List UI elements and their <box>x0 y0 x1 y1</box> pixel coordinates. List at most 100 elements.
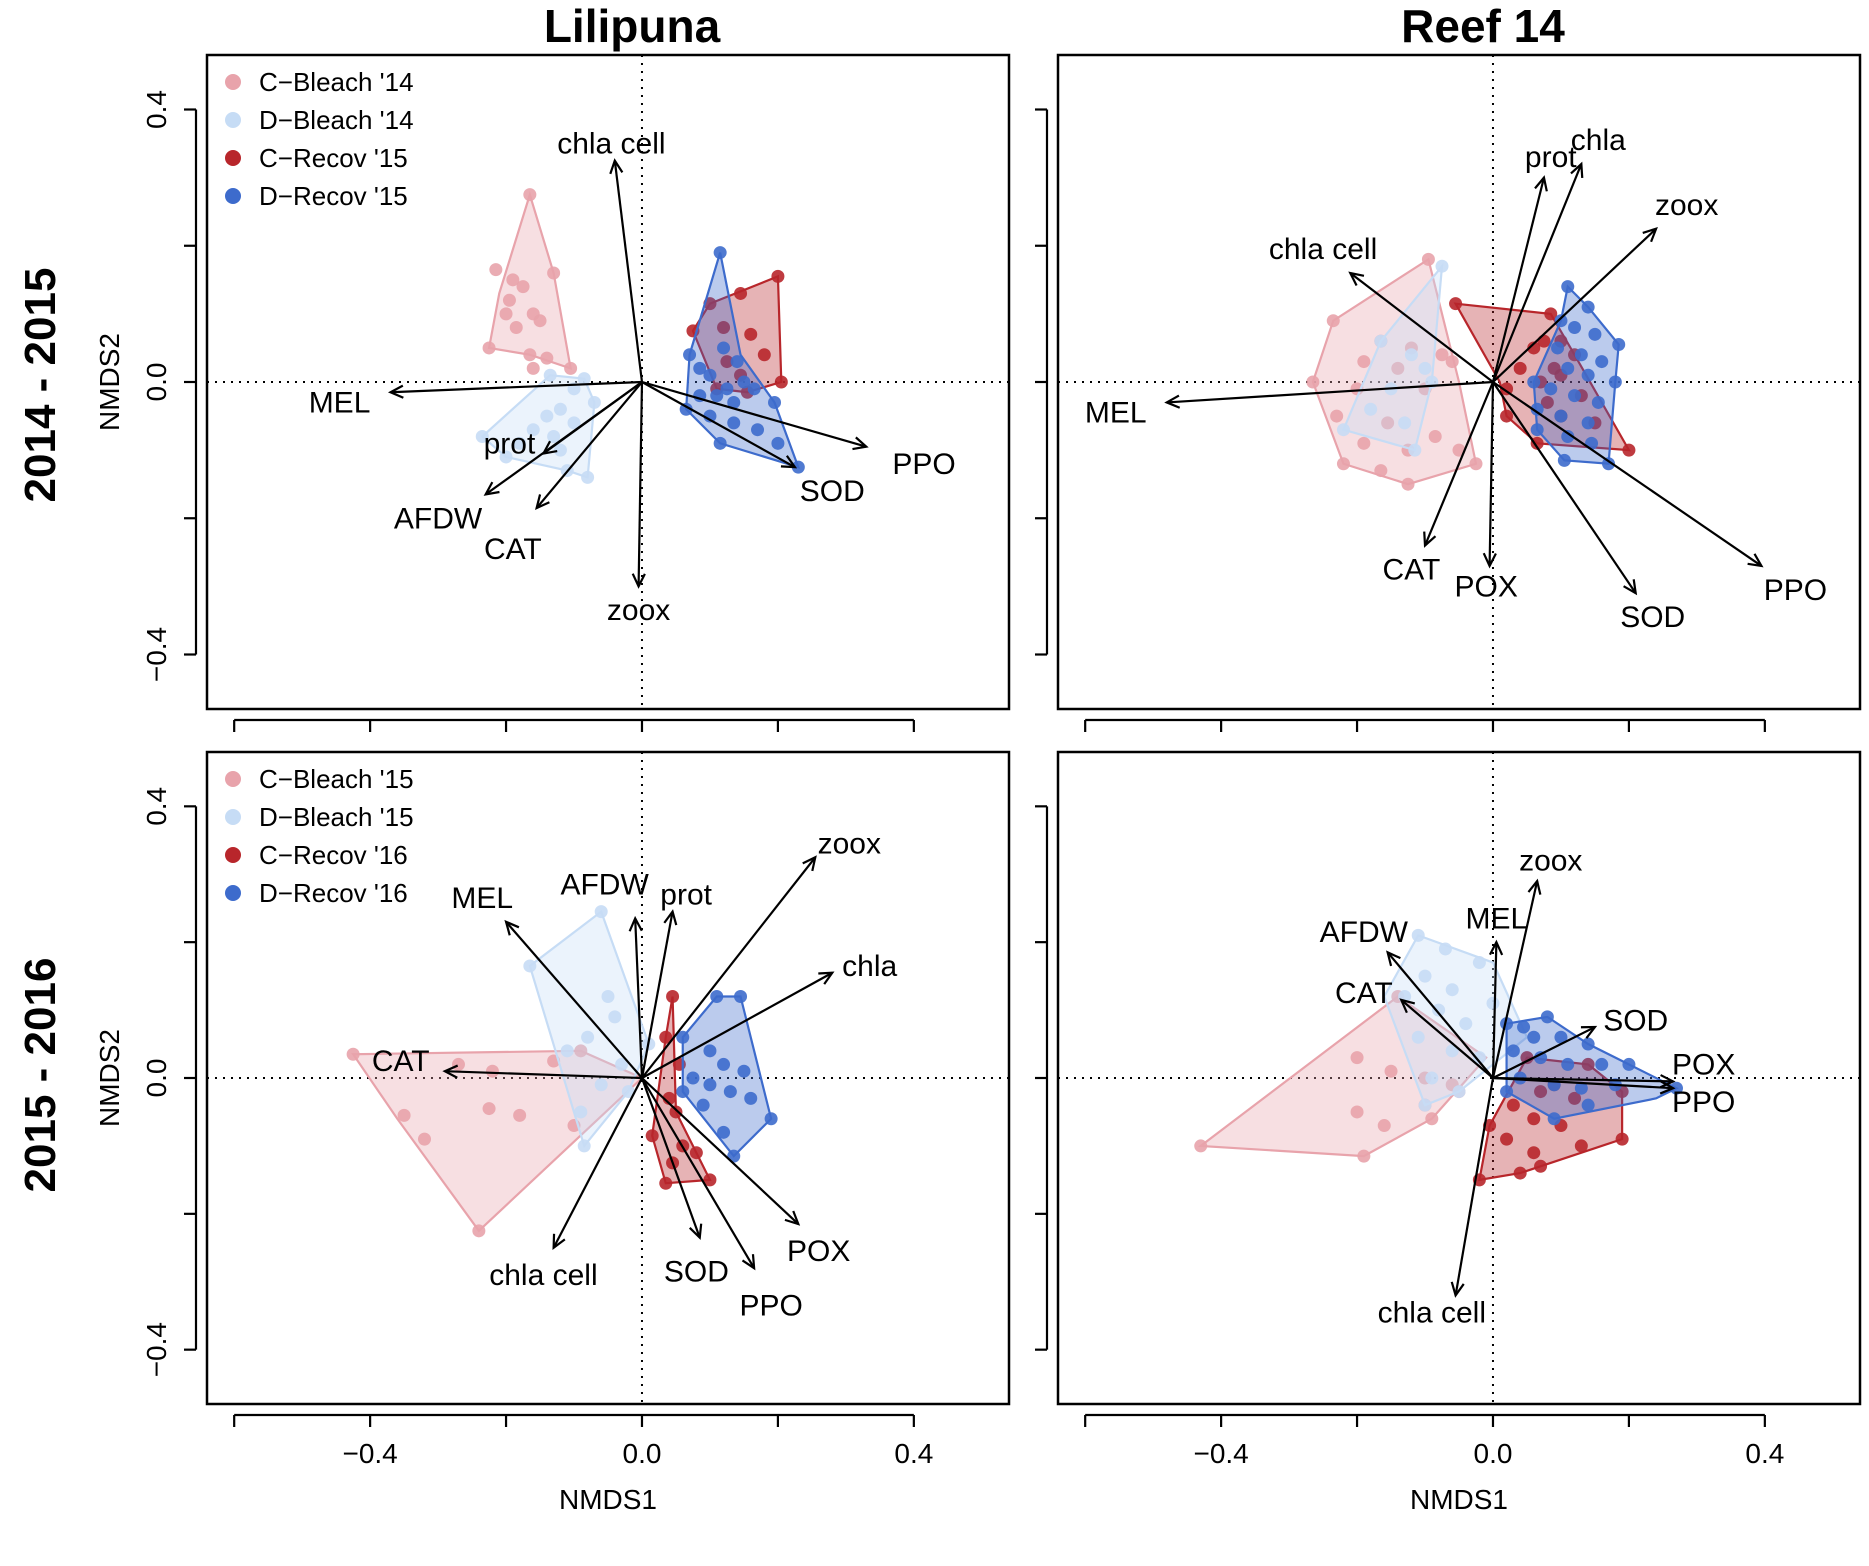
data-point <box>608 1010 622 1024</box>
y-tick-label: 0.4 <box>141 787 172 826</box>
y-tick-label: −0.4 <box>141 1322 172 1377</box>
data-point <box>1486 996 1500 1010</box>
vector-arrowhead <box>483 481 500 496</box>
vector-label: chla cell <box>489 1259 597 1292</box>
data-point <box>553 402 567 416</box>
data-point <box>1551 341 1565 355</box>
vector-arrowhead <box>504 919 520 936</box>
x-tick-label: 0.0 <box>623 1438 662 1469</box>
vector-label: MEL <box>1466 902 1528 935</box>
data-point <box>1472 956 1486 970</box>
data-point <box>1574 348 1588 362</box>
data-point <box>1669 1081 1683 1095</box>
data-point <box>1595 1057 1609 1071</box>
data-point <box>1425 1112 1439 1126</box>
data-point <box>1513 361 1527 375</box>
vector-label: MEL <box>451 882 513 915</box>
data-point <box>540 409 554 423</box>
vector-line <box>1424 381 1494 546</box>
data-point <box>757 348 771 362</box>
data-point <box>346 1047 360 1061</box>
vector-label: PPO <box>1672 1086 1735 1119</box>
data-point <box>1452 1085 1466 1099</box>
data-point <box>1435 348 1449 362</box>
data-point <box>1350 1051 1364 1065</box>
legend-marker <box>225 74 241 90</box>
data-point <box>1602 457 1616 471</box>
data-point <box>1520 1051 1534 1065</box>
vector-line <box>1488 381 1495 566</box>
data-point <box>1568 321 1582 334</box>
data-point <box>1445 983 1459 997</box>
data-point <box>1418 1098 1432 1112</box>
legend-marker <box>225 847 241 863</box>
data-point <box>713 246 727 260</box>
data-point <box>1544 382 1558 396</box>
hull-0 <box>487 190 573 371</box>
row-title-2014-2015: 2014 - 2015 <box>16 268 65 503</box>
vector-arrowhead <box>442 1064 459 1079</box>
data-point <box>1330 409 1344 423</box>
vector-line <box>641 1077 800 1225</box>
data-point <box>727 416 741 430</box>
data-point <box>720 355 734 369</box>
data-point <box>1568 389 1582 403</box>
plot-area <box>207 752 1009 1404</box>
vector-label: prot <box>660 879 712 912</box>
data-point <box>1540 395 1554 409</box>
plot-area <box>1058 752 1860 1404</box>
data-point <box>1472 1051 1486 1065</box>
data-point <box>1194 1139 1208 1153</box>
data-point <box>1459 1017 1473 1031</box>
vector-line <box>641 856 817 1079</box>
data-point <box>482 341 496 355</box>
vector-label: MEL <box>309 386 371 419</box>
data-point <box>567 416 581 430</box>
data-point <box>1500 409 1514 423</box>
data-point <box>513 1108 527 1122</box>
legend-label: D−Recov '16 <box>259 878 408 908</box>
vector-arrowhead <box>1580 1025 1598 1039</box>
vector-line <box>1386 951 1494 1079</box>
vector-label: SOD <box>1603 1004 1668 1037</box>
legend-marker <box>225 771 241 787</box>
data-point <box>475 430 489 443</box>
data-point <box>1374 464 1388 478</box>
vector-label: chla <box>842 950 897 983</box>
x-tick-label: −0.4 <box>342 1438 397 1469</box>
data-point <box>1500 1085 1514 1099</box>
data-point <box>1418 361 1432 375</box>
vector-arrowhead <box>1386 950 1401 967</box>
vector-line <box>485 381 643 496</box>
data-point <box>1540 1010 1554 1024</box>
data-point <box>1425 1071 1439 1085</box>
data-point <box>1547 1112 1561 1126</box>
data-point <box>594 1078 608 1092</box>
column-title-lilipuna: Lilipuna <box>544 0 721 52</box>
data-point <box>1527 341 1541 355</box>
data-point <box>703 1173 717 1187</box>
vector-label: prot <box>1525 141 1577 174</box>
data-point <box>771 269 785 283</box>
data-point <box>1445 1044 1459 1058</box>
data-point <box>659 1030 673 1044</box>
data-point <box>523 348 537 362</box>
vector-label: AFDW <box>394 502 483 535</box>
data-point <box>1561 361 1575 375</box>
data-point <box>1581 300 1595 314</box>
data-point <box>764 1112 778 1126</box>
vector-arrowhead <box>1450 1281 1465 1298</box>
vector-arrowhead <box>552 1233 566 1251</box>
data-point <box>1381 416 1395 430</box>
legend-marker <box>225 150 241 166</box>
x-tick-label: 0.4 <box>894 1438 933 1469</box>
vector-line <box>1492 381 1763 567</box>
data-point <box>703 1044 717 1058</box>
data-point <box>1336 423 1350 437</box>
vector-line <box>1400 999 1494 1079</box>
vector-arrowhead <box>1747 553 1764 568</box>
data-point <box>774 375 788 389</box>
y-tick-label: 0.4 <box>141 90 172 129</box>
vector-arrowhead <box>1482 552 1497 569</box>
